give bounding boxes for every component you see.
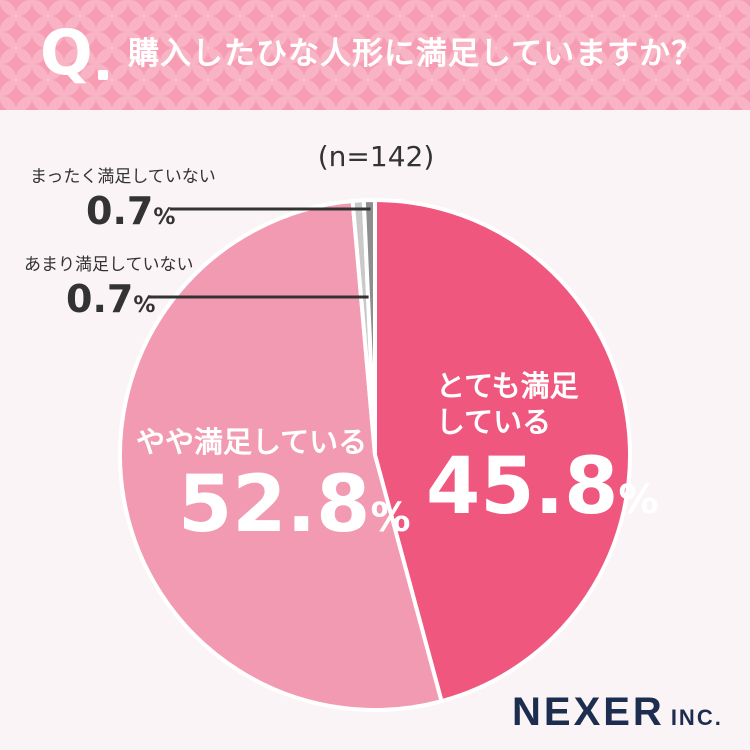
slice-value-very-satisfied-unit: % (618, 477, 659, 523)
pie-slice-very-satisfied (373, 198, 632, 704)
slice-label-not-satisfied-at-all: まったく満足していない (30, 167, 216, 187)
slice-value-not-very-satisfied-unit: % (133, 293, 156, 318)
q-dot (98, 70, 108, 80)
slice-value-very-satisfied: 45.8% (426, 448, 659, 526)
slice-label-very-satisfied-line-1: とても満足 (436, 369, 579, 403)
slice-value-somewhat-satisfied-unit: % (370, 495, 411, 541)
question-title: 購入したひな人形に満足していますか？ (128, 36, 704, 72)
logo-main-text: NEXER (512, 690, 665, 734)
slice-value-somewhat-satisfied: 52.8% (178, 466, 411, 544)
logo-sub-text: INC. (670, 705, 723, 730)
nexer-logo: NEXER INC. (512, 690, 723, 735)
slice-label-very-satisfied-line-2: している (436, 405, 552, 439)
slice-value-not-satisfied-at-all-number: 0.7 (86, 189, 154, 233)
slice-value-very-satisfied-number: 45.8 (426, 442, 619, 532)
slice-value-not-very-satisfied: 0.7% (66, 280, 155, 318)
slice-label-not-very-satisfied: あまり満足していない (24, 255, 194, 275)
slice-label-somewhat-satisfied: やや満足している (136, 424, 367, 460)
slice-value-not-satisfied-at-all-unit: % (153, 205, 176, 230)
slice-value-not-very-satisfied-number: 0.7 (66, 277, 134, 321)
sample-size-label: (n=142) (317, 140, 435, 173)
q-mark: Q (40, 16, 93, 89)
slice-label-somewhat-satisfied-line-1: やや満足している (136, 425, 368, 459)
pie-slice-somewhat-satisfied (118, 198, 444, 712)
pie-slice-not-satisfied-at-all (361, 198, 377, 457)
slice-label-very-satisfied: とても満足 している (436, 368, 579, 440)
slice-value-somewhat-satisfied-number: 52.8 (178, 460, 371, 550)
slice-value-not-satisfied-at-all: 0.7% (86, 192, 175, 230)
header-banner: Q 購入したひな人形に満足していますか？ (0, 0, 750, 110)
